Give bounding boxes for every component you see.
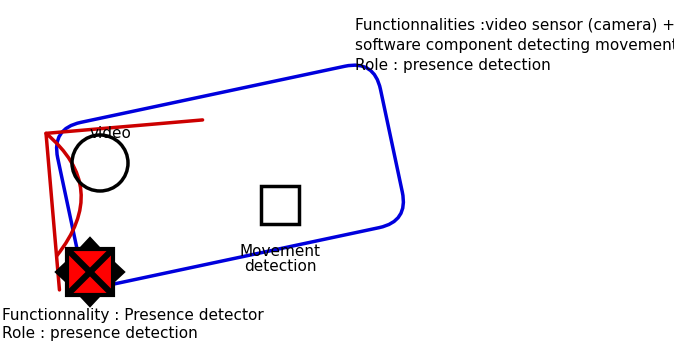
Text: Functionnalities :video sensor (camera) +: Functionnalities :video sensor (camera) … — [355, 18, 674, 33]
Bar — [261, 186, 299, 224]
Bar — [67, 249, 113, 295]
Text: Movement: Movement — [239, 244, 321, 259]
Text: software component detecting movement :: software component detecting movement : — [355, 38, 674, 53]
Polygon shape — [113, 260, 125, 284]
Polygon shape — [55, 260, 67, 284]
Polygon shape — [78, 236, 102, 249]
Text: Functionnality : Presence detector: Functionnality : Presence detector — [2, 308, 264, 323]
FancyBboxPatch shape — [57, 65, 404, 285]
Text: video: video — [89, 126, 131, 141]
Text: Role : presence detection: Role : presence detection — [2, 326, 197, 341]
Text: Role : presence detection: Role : presence detection — [355, 58, 551, 73]
Text: detection: detection — [244, 259, 316, 274]
Bar — [67, 249, 113, 295]
Polygon shape — [78, 295, 102, 308]
